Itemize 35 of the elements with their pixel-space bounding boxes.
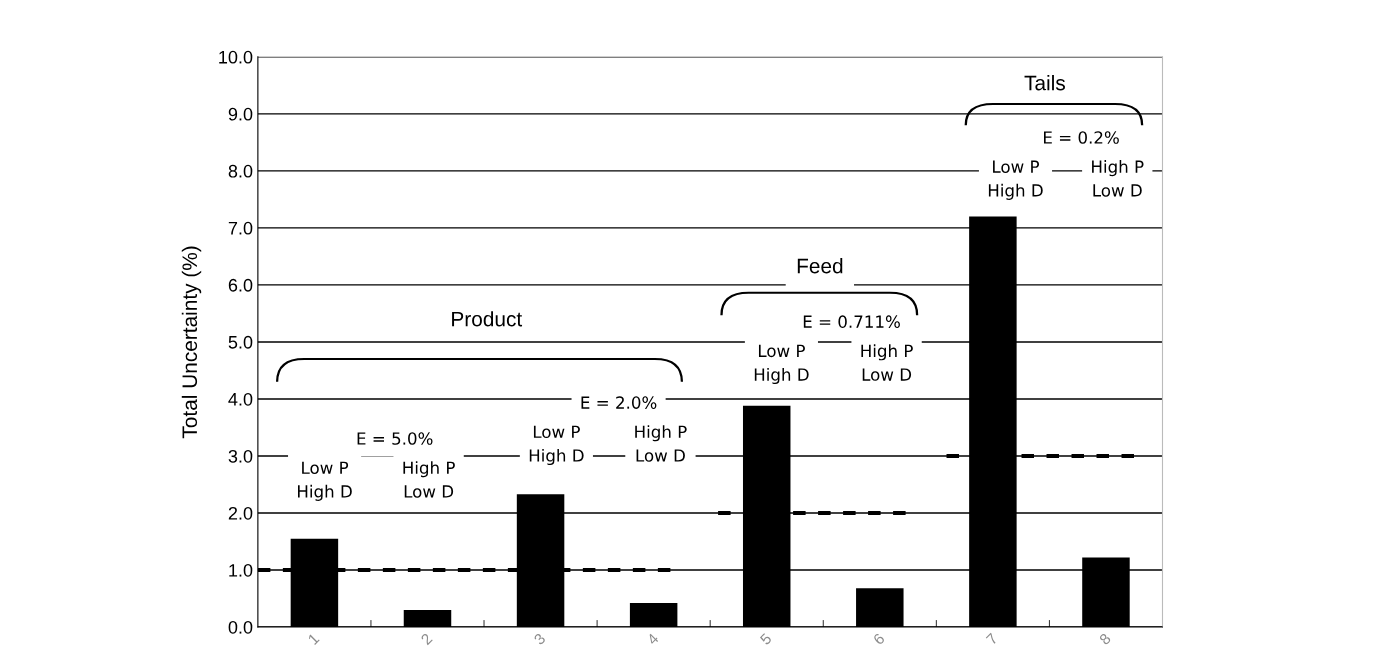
y-tick-label: 8.0 [228, 164, 253, 178]
y-tick-label: 4.0 [228, 392, 253, 406]
x-tick-label: 5 [759, 632, 773, 646]
annotation: Low P High D [298, 461, 352, 501]
x-tick-label: 2 [420, 632, 433, 646]
annotation: E = 0.2% [1044, 131, 1119, 144]
annotation: High P Low D [403, 461, 455, 498]
y-tick-label: 2.0 [228, 506, 253, 520]
x-tick-label: 4 [646, 632, 660, 646]
y-tick-label: 1.0 [229, 563, 253, 577]
y-tick-label: 6.0 [228, 278, 253, 292]
y-axis-title: Total Uncertainty (%) [181, 246, 202, 439]
x-tick-label: 1 [307, 632, 320, 645]
x-tick-label: 7 [985, 632, 999, 646]
annotation: Feed [797, 258, 843, 274]
annotation: Product [452, 311, 523, 327]
y-tick-label: 10.0 [219, 50, 253, 64]
annotation: High P Low D [635, 425, 687, 462]
annotation: Tails [1024, 75, 1065, 91]
annotation: High P Low D [1092, 160, 1144, 197]
annotation: E = 2.0% [581, 396, 657, 409]
y-tick-label: 5.0 [228, 335, 253, 349]
y-tick-label: 9.0 [228, 107, 253, 121]
annotation: Low P High D [754, 344, 809, 385]
y-tick-label: 3.0 [228, 449, 253, 463]
x-tick-label: 6 [872, 632, 886, 646]
annotation: E = 5.0% [357, 432, 433, 445]
annotation: Low P High D [529, 425, 584, 466]
x-tick-label: 8 [1098, 632, 1112, 646]
annotation: E = 0.711% [803, 315, 900, 328]
annotation: Low P High D [988, 160, 1043, 200]
annotation: High P Low D [861, 344, 913, 381]
y-tick-label: 7.0 [228, 221, 253, 235]
x-tick-label: 3 [533, 632, 546, 646]
y-tick-label: 0.0 [228, 620, 253, 634]
